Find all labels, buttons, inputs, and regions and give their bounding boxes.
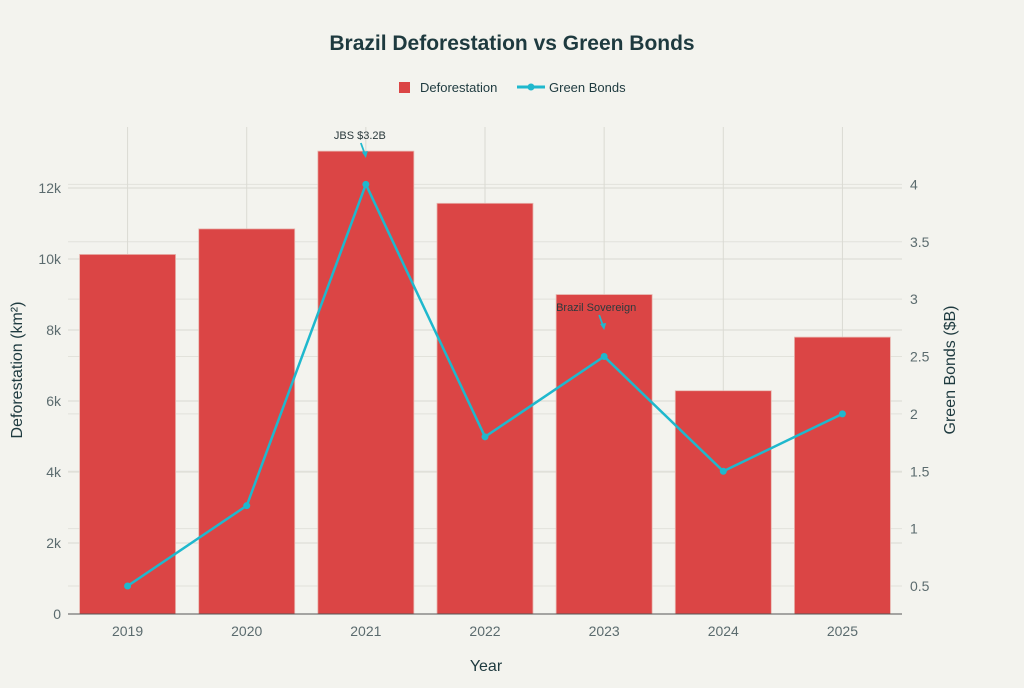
y2-tick-label: 2.5 xyxy=(910,349,930,365)
x-tick-label: 2019 xyxy=(112,623,143,639)
bar-2023 xyxy=(555,294,653,615)
bar-2019 xyxy=(79,254,176,615)
y2-tick-label: 2 xyxy=(910,406,918,422)
y-axis-title: Deforestation (km²) xyxy=(9,302,26,439)
green-bonds-point-2021 xyxy=(362,180,370,188)
y-tick-label: 4k xyxy=(46,464,62,480)
x-tick-label: 2024 xyxy=(708,623,739,639)
y2-tick-label: 4 xyxy=(910,176,918,192)
x-tick-label: 2021 xyxy=(350,623,381,639)
x-tick-label: 2022 xyxy=(469,623,500,639)
annotation-arrowhead xyxy=(600,323,607,330)
legend-deforestation-swatch xyxy=(399,82,410,93)
annotation-label: Brazil Sovereign xyxy=(556,302,636,314)
y2-axis-title: Green Bonds ($B) xyxy=(942,306,959,435)
bar-2021 xyxy=(317,150,415,615)
annotation-arrowhead xyxy=(361,151,368,158)
y2-tick-label: 3.5 xyxy=(910,234,930,250)
x-tick-label: 2023 xyxy=(589,623,620,639)
legend-green-bonds-label: Green Bonds xyxy=(549,80,626,95)
y2-tick-label: 3 xyxy=(910,291,918,307)
green-bonds-point-2023 xyxy=(600,353,608,361)
green-bonds-point-2024 xyxy=(719,467,727,475)
bar-2020 xyxy=(198,228,296,615)
y-tick-label: 12k xyxy=(38,180,62,196)
chart-title: Brazil Deforestation vs Green Bonds xyxy=(329,32,694,55)
y-tick-label: 10k xyxy=(38,251,62,267)
y-tick-label: 8k xyxy=(46,322,62,338)
annotation-label: JBS $3.2B xyxy=(334,130,386,142)
green-bonds-point-2022 xyxy=(481,433,489,441)
y-tick-label: 0 xyxy=(53,606,61,622)
legend: Deforestation Green Bonds xyxy=(399,80,626,95)
x-axis-title: Year xyxy=(470,658,503,675)
legend-deforestation-label: Deforestation xyxy=(420,80,497,95)
x-tick-label: 2020 xyxy=(231,623,262,639)
green-bonds-point-2020 xyxy=(243,502,251,510)
green-bonds-point-2019 xyxy=(124,582,132,590)
legend-green-bonds-marker xyxy=(527,83,535,91)
y2-tick-label: 1 xyxy=(910,521,918,537)
y2-tick-label: 0.5 xyxy=(910,578,930,594)
y-tick-label: 6k xyxy=(46,393,62,409)
bar-2024 xyxy=(674,390,772,615)
bar-2025 xyxy=(794,336,891,615)
y2-tick-label: 1.5 xyxy=(910,463,930,479)
x-tick-label: 2025 xyxy=(827,623,858,639)
green-bonds-point-2025 xyxy=(838,410,846,418)
y-tick-label: 2k xyxy=(46,535,62,551)
bar-2022 xyxy=(436,202,534,615)
